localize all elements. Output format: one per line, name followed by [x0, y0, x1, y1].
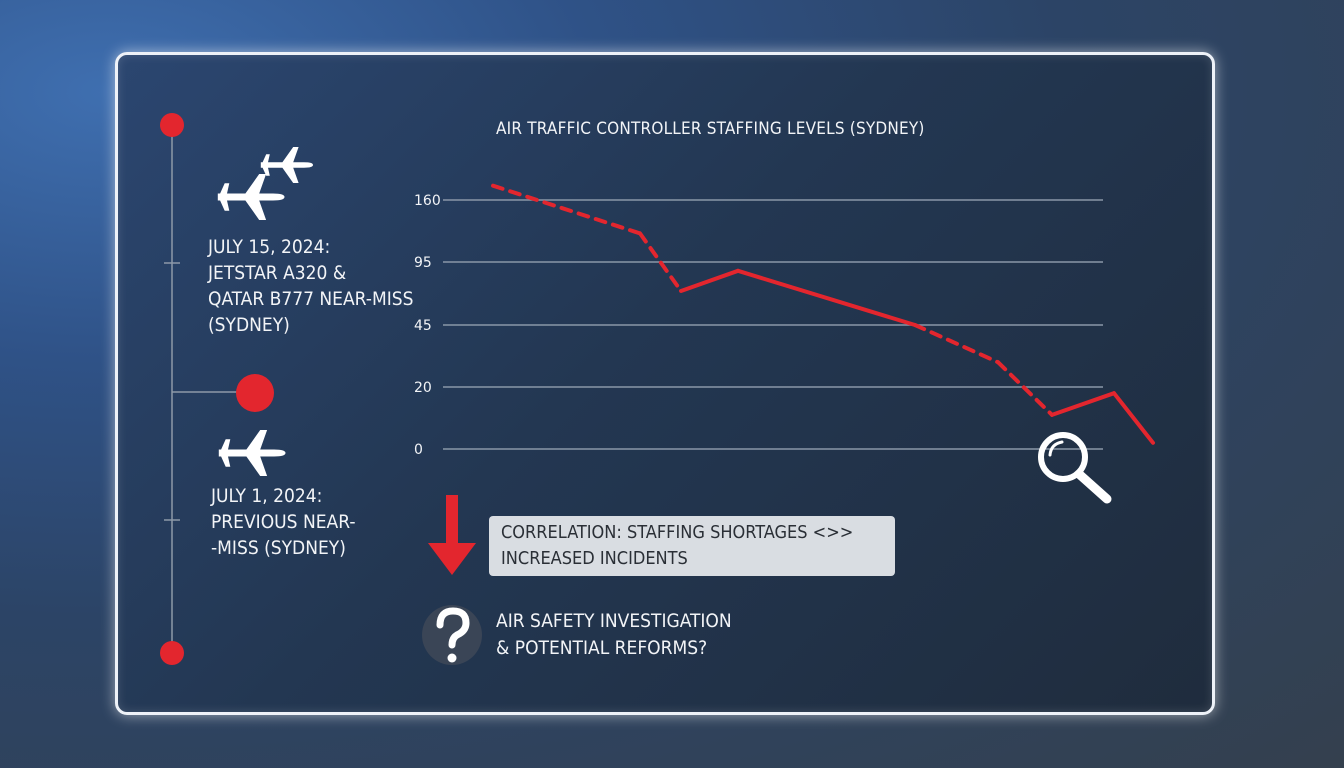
line-segment [913, 323, 1000, 365]
line-segment [996, 360, 1054, 417]
y-tick-label: 95 [414, 255, 432, 271]
airplane-icon [260, 147, 313, 183]
infographic-panel: 160 95 45 20 0 JULY 15, 2024: JETSTAR A320 &… [115, 52, 1215, 715]
airplane-icon [217, 174, 285, 220]
airplane-icon [218, 430, 286, 476]
y-tick-label: 45 [414, 318, 432, 334]
line-segment [679, 268, 740, 293]
line-segment [1112, 391, 1155, 445]
magnifier-icon [1038, 432, 1112, 504]
event-line: PREVIOUS NEAR- [211, 511, 356, 533]
y-tick-label: 20 [414, 380, 432, 396]
chart-line [491, 183, 1155, 445]
correlation-line: CORRELATION: STAFFING SHORTAGES <>> [501, 522, 854, 543]
y-tick-label: 160 [414, 193, 441, 209]
correlation-box: CORRELATION: STAFFING SHORTAGES <>> INCR… [489, 516, 895, 576]
event-line: -MISS (SYDNEY) [211, 537, 346, 559]
correlation-line: INCREASED INCIDENTS [501, 548, 688, 569]
down-arrow-icon [428, 495, 476, 575]
question-line: & POTENTIAL REFORMS? [496, 637, 708, 659]
question-text: AIR SAFETY INVESTIGATION & POTENTIAL REF… [496, 608, 732, 662]
line-segment [736, 268, 917, 327]
timeline-dot-event [236, 374, 274, 412]
timeline-dot-start [160, 113, 184, 137]
line-segment [491, 183, 642, 236]
chart-title: AIR TRAFFIC CONTROLLER STAFFING LEVELS (… [496, 119, 925, 139]
line-segment [638, 231, 683, 293]
graphics-layer: 160 95 45 20 0 [160, 113, 1155, 665]
timeline-dot-end [160, 641, 184, 665]
line-segment [1050, 391, 1116, 417]
chart-grid: 160 95 45 20 0 [414, 193, 1103, 458]
event-line: QATAR B777 NEAR-MISS [208, 288, 414, 310]
event-line: JETSTAR A320 & [208, 262, 347, 284]
y-tick-label: 0 [414, 442, 423, 458]
question-line: AIR SAFETY INVESTIGATION [496, 610, 732, 632]
event-line: JULY 15, 2024: [208, 236, 331, 258]
event-line: JULY 1, 2024: [211, 485, 323, 507]
event-label-july-15: JULY 15, 2024: JETSTAR A320 & QATAR B777… [208, 234, 413, 338]
question-icon [422, 605, 482, 665]
event-line: (SYDNEY) [208, 314, 290, 336]
event-label-july-1: JULY 1, 2024: PREVIOUS NEAR- -MISS (SYDN… [211, 483, 356, 561]
